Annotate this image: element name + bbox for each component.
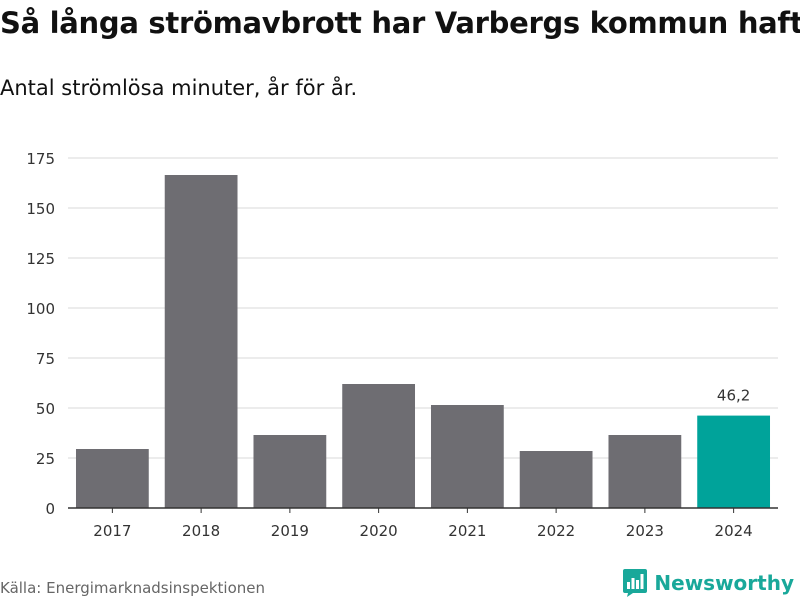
y-tick-label: 50	[36, 400, 55, 418]
y-tick-label: 125	[26, 250, 55, 268]
bar-2024	[697, 415, 771, 508]
bar-2017	[75, 449, 149, 508]
y-tick-label: 100	[26, 300, 55, 318]
chart-title: Så långa strömavbrott har Varbergs kommu…	[0, 6, 800, 40]
brand-name: Newsworthy	[654, 571, 794, 595]
brand-logo: Newsworthy	[622, 568, 794, 598]
data-labels: 46,2	[717, 387, 750, 405]
data-label-highlight: 46,2	[717, 387, 750, 405]
y-axis-ticks: 0 25 50 75 100 125 150 175	[26, 150, 55, 518]
x-tick-label: 2023	[626, 522, 664, 540]
x-tick-label: 2022	[537, 522, 575, 540]
bar-2023	[608, 435, 682, 508]
y-tick-label: 175	[26, 150, 55, 168]
x-tick-label: 2018	[182, 522, 220, 540]
x-tick-label: 2020	[360, 522, 398, 540]
y-tick-label: 75	[36, 350, 55, 368]
bar-2022	[519, 451, 593, 508]
bar-2018	[164, 175, 238, 508]
x-tick-label: 2017	[93, 522, 131, 540]
y-tick-label: 150	[26, 200, 55, 218]
newsworthy-logo-icon	[623, 569, 648, 597]
y-tick-label: 25	[36, 450, 55, 468]
bar-2019	[253, 435, 327, 508]
source-note: Källa: Energimarknadsinspektionen	[0, 579, 266, 597]
bar-2021	[430, 405, 504, 508]
x-tick-label: 2019	[271, 522, 309, 540]
x-axis-ticks: 2017 2018 2019 2020 2021 2022 2023 2024	[93, 508, 753, 540]
x-tick-label: 2021	[448, 522, 486, 540]
bars	[75, 175, 771, 508]
bar-2020	[342, 384, 416, 508]
chart-subtitle: Antal strömlösa minuter, år för år.	[0, 76, 358, 100]
x-tick-label: 2024	[715, 522, 753, 540]
y-tick-label: 0	[45, 500, 55, 518]
